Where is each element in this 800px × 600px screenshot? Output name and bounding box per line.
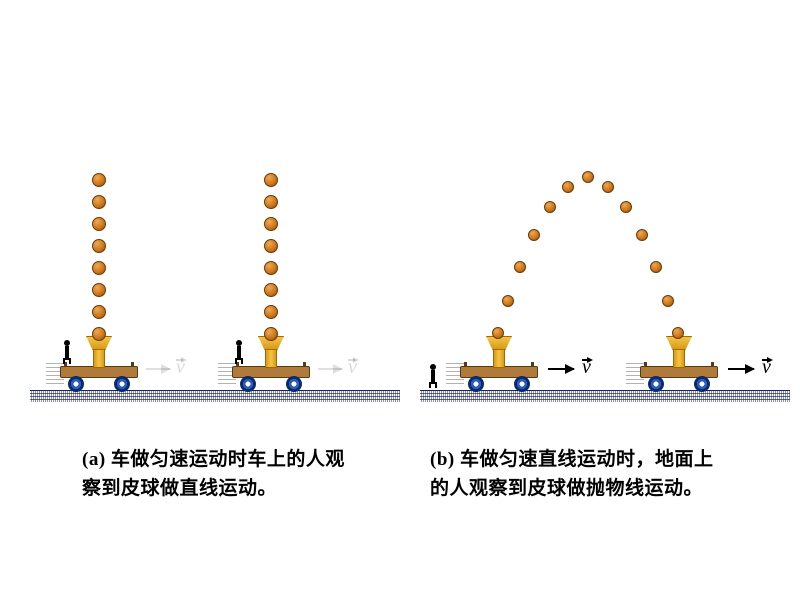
ball-icon xyxy=(264,261,278,275)
ball-icon xyxy=(662,295,674,307)
ball-icon xyxy=(264,283,278,297)
ball-icon xyxy=(264,217,278,231)
cart-b2 xyxy=(640,340,718,390)
launcher-stem xyxy=(493,348,505,368)
ball-icon xyxy=(602,181,614,193)
ball-icon xyxy=(264,305,278,319)
ball-icon xyxy=(92,261,106,275)
ball-icon xyxy=(92,195,106,209)
caption-b-tag: (b) xyxy=(430,449,455,470)
ball-icon xyxy=(92,327,106,341)
caption-a-text: 车做匀速运动时车上的人观察到皮球做直线运动。 xyxy=(82,449,345,499)
wheel-icon xyxy=(468,376,484,392)
cart-b1 xyxy=(460,340,538,390)
ball-icon xyxy=(544,201,556,213)
ball-icon xyxy=(264,195,278,209)
velocity-label-a1: v xyxy=(176,356,185,379)
observer-on-ground xyxy=(428,364,438,388)
ball-icon xyxy=(264,327,278,341)
ball-icon xyxy=(92,217,106,231)
wheel-icon xyxy=(694,376,710,392)
ball-icon xyxy=(528,229,540,241)
ball-icon xyxy=(92,305,106,319)
wheel-icon xyxy=(514,376,530,392)
ball-icon xyxy=(92,239,106,253)
ball-icon xyxy=(92,283,106,297)
ball-icon xyxy=(92,173,106,187)
launcher-stem xyxy=(673,348,685,368)
caption-a-tag: (a) xyxy=(82,449,106,470)
ball-icon xyxy=(672,327,684,339)
velocity-arrow-a1 xyxy=(146,368,170,370)
launcher-stem xyxy=(93,348,105,368)
ground-a xyxy=(30,390,400,402)
observer-on-cart-a2 xyxy=(234,340,244,364)
ball-icon xyxy=(264,173,278,187)
observer-on-cart-a1 xyxy=(62,340,72,364)
ball-icon xyxy=(502,295,514,307)
wheel-icon xyxy=(286,376,302,392)
ball-icon xyxy=(620,201,632,213)
ball-icon xyxy=(582,171,594,183)
caption-a: (a) 车做匀速运动时车上的人观察到皮球做直线运动。 xyxy=(82,445,362,504)
ball-icon xyxy=(650,261,662,273)
caption-b-text: 车做匀速直线运动时，地面上的人观察到皮球做抛物线运动。 xyxy=(430,449,714,499)
wheel-icon xyxy=(114,376,130,392)
wheel-icon xyxy=(648,376,664,392)
ball-icon xyxy=(562,181,574,193)
velocity-label-a2: v xyxy=(348,356,357,379)
velocity-arrow-b1 xyxy=(548,368,574,370)
launcher-stem xyxy=(265,348,277,368)
velocity-label-b1: v xyxy=(582,356,591,379)
velocity-arrow-a2 xyxy=(318,368,342,370)
velocity-arrow-b2 xyxy=(728,368,754,370)
ball-icon xyxy=(492,327,504,339)
velocity-label-b2: v xyxy=(762,356,771,379)
ball-icon xyxy=(636,229,648,241)
caption-b: (b) 车做匀速直线运动时，地面上的人观察到皮球做抛物线运动。 xyxy=(430,445,720,504)
ball-icon xyxy=(514,261,526,273)
wheel-icon xyxy=(240,376,256,392)
ball-icon xyxy=(264,239,278,253)
wheel-icon xyxy=(68,376,84,392)
